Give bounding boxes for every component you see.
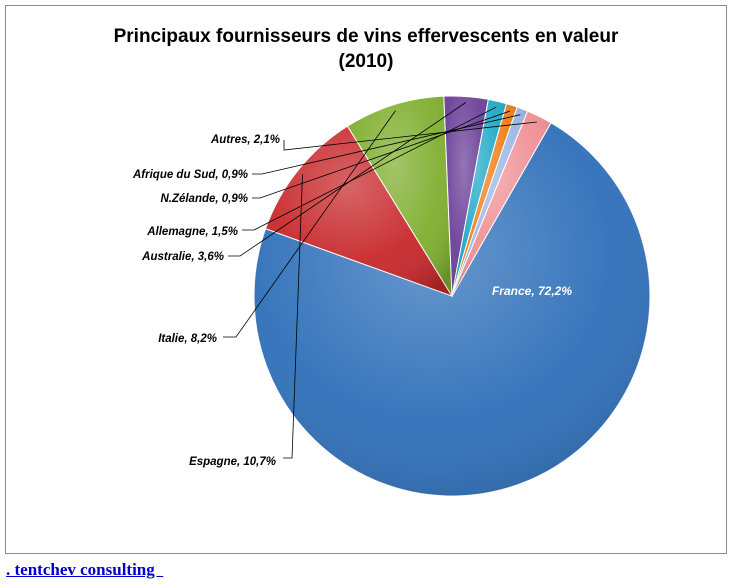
leader-line-afrique-du-sud <box>252 114 521 175</box>
slice-label-autres: Autres, 2,1% <box>210 134 280 146</box>
chart-title: Principaux fournisseurs de vins efferves… <box>113 26 619 72</box>
slice-label-espagne: Espagne, 10,7% <box>189 456 276 468</box>
pie-chart: France, 72,2% Espagne, 10,7% Italie, 8,2% A… <box>132 95 651 497</box>
slice-label-france: France, 72,2% <box>492 284 572 298</box>
slice-label-afrique-du-sud: Afrique du Sud, 0,9% <box>132 169 248 181</box>
leader-line-n-z-lande <box>252 110 511 199</box>
footer-link[interactable]: . tentchev consulting <box>6 560 164 579</box>
pie-slice-shading-australie <box>443 95 489 296</box>
pie-slice-shading-italie <box>347 96 452 296</box>
leader-line-australie <box>228 102 467 257</box>
slice-label-australie: Australie, 3,6% <box>141 251 224 263</box>
slice-label-italie: Italie, 8,2% <box>158 333 217 345</box>
slice-label-n-z-lande: N.Zélande, 0,9% <box>160 193 248 205</box>
pie-slice-shading-autres <box>452 111 551 297</box>
pie-slice-shading-espagne <box>265 126 452 296</box>
slice-label-allemagne: Allemagne, 1,5% <box>146 226 238 238</box>
leader-line-espagne <box>283 174 303 459</box>
pie-slice-shading-france <box>253 122 650 496</box>
leader-line-allemagne <box>242 106 497 231</box>
leader-line-autres <box>283 121 537 151</box>
